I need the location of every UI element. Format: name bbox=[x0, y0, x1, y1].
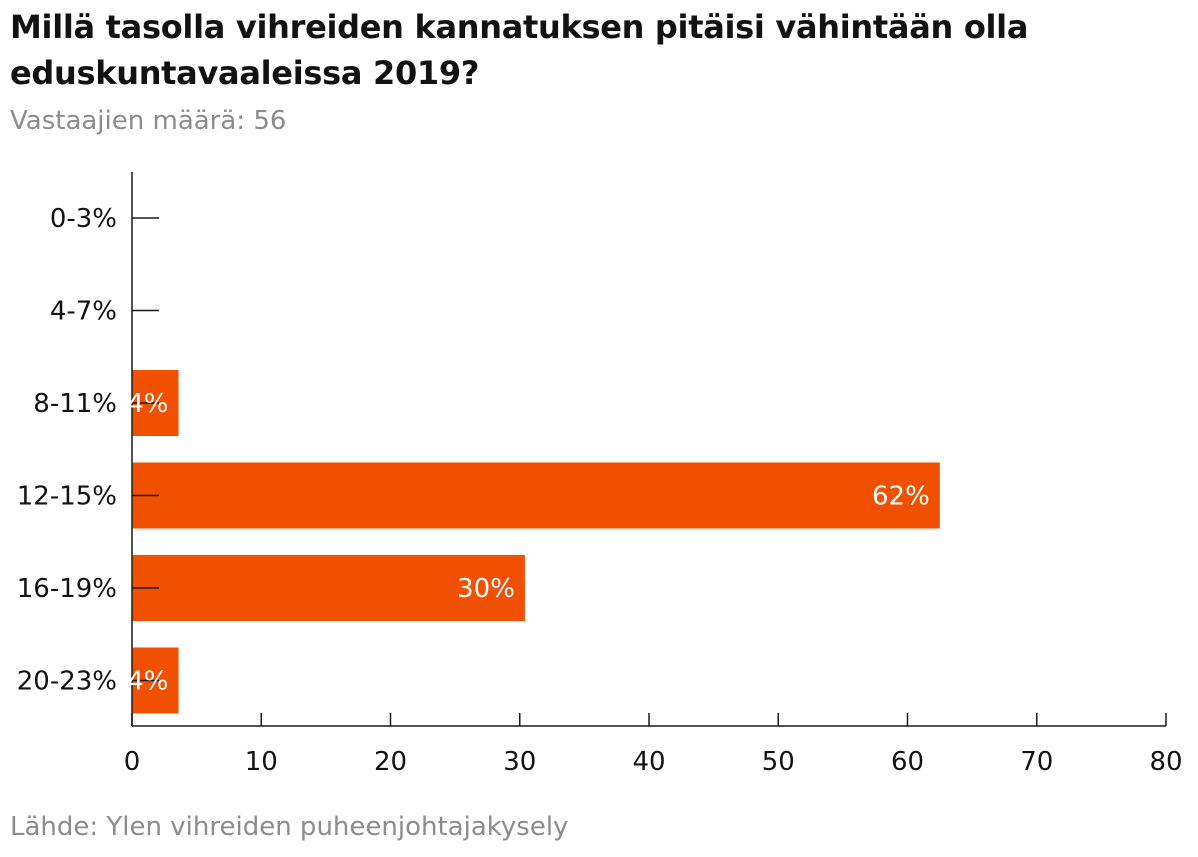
category-label-0-3%: 0-3% bbox=[50, 204, 117, 234]
x-tick-label-0: 0 bbox=[124, 747, 141, 777]
category-label-12-15%: 12-15% bbox=[17, 482, 117, 512]
source-note: Lähde: Ylen vihreiden puheenjohtajakysel… bbox=[10, 812, 569, 842]
chart-title: Millä tasolla vihreiden kannatuksen pitä… bbox=[10, 8, 1029, 92]
category-label-20-23%: 20-23% bbox=[17, 667, 117, 697]
bars bbox=[132, 370, 940, 714]
data-label-16-19%: 30% bbox=[457, 574, 515, 604]
x-tick-label-10: 10 bbox=[245, 747, 278, 777]
category-label-4-7%: 4-7% bbox=[50, 297, 117, 327]
data-label-12-15%: 62% bbox=[872, 482, 930, 512]
x-tick-label-40: 40 bbox=[632, 747, 665, 777]
x-tick-label-30: 30 bbox=[503, 747, 536, 777]
category-label-8-11%: 8-11% bbox=[33, 389, 117, 419]
labels: 0-3% 4-7% 4% 8-11% 62% 12-15% 30% 16-19% 4% 20-23… bbox=[17, 204, 1183, 777]
bar-16-19% bbox=[132, 555, 525, 621]
data-label-8-11%: 4% bbox=[127, 389, 168, 419]
x-tick-label-80: 80 bbox=[1149, 747, 1182, 777]
category-label-16-19%: 16-19% bbox=[17, 574, 117, 604]
x-tick-label-70: 70 bbox=[1020, 747, 1053, 777]
x-tick-label-20: 20 bbox=[374, 747, 407, 777]
axes bbox=[131, 172, 1167, 727]
x-tick-label-60: 60 bbox=[891, 747, 924, 777]
bar-12-15% bbox=[132, 462, 940, 529]
chart-subtitle: Vastaajien määrä: 56 bbox=[10, 106, 287, 136]
x-tick-label-50: 50 bbox=[762, 747, 795, 777]
data-label-20-23%: 4% bbox=[127, 667, 168, 697]
